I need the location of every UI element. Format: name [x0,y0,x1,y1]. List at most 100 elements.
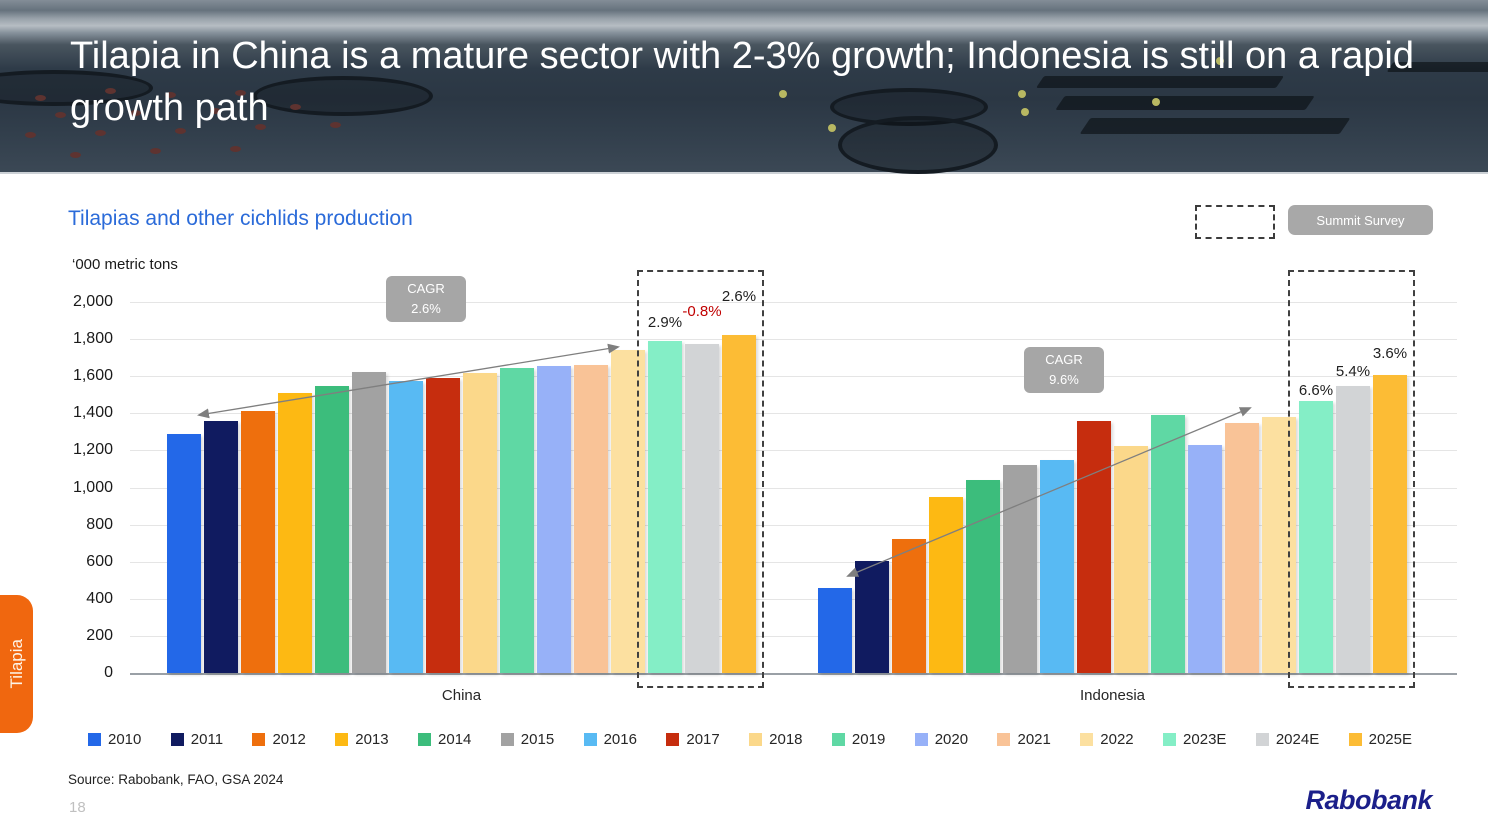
legend-item-2018: 2018 [749,731,803,748]
legend-label: 2022 [1100,731,1134,748]
gridline [130,339,1457,341]
estimate-legend-box [1195,205,1275,239]
bar-china-2020 [537,365,571,673]
estimate-dashed-box-china [637,270,764,688]
legend-item-2017: 2017 [666,731,720,748]
slide-title: Tilapia in China is a mature sector with… [70,35,1415,130]
bar-china-2016 [389,380,423,673]
rabobank-logo: Rabobank [1305,785,1432,815]
tab-tilapia[interactable]: Tilapia [0,595,33,733]
bar-indonesia-2022 [1262,417,1296,673]
legend-swatch [1255,733,1269,746]
legend-swatch [1163,733,1177,746]
gridline [130,487,1457,489]
summit-survey-button[interactable]: Summit Survey [1288,205,1433,235]
cagr-badge-indonesia: CAGR 9.6% [1024,347,1104,394]
growth-annotation-indonesia-2025E: 3.6% [1372,345,1408,363]
bar-china-2023E [648,340,682,673]
legend-label: 2021 [1017,731,1051,748]
legend-item-2012: 2012 [252,731,306,748]
y-axis-tick-label: 1,200 [72,441,113,459]
legend-item-2016: 2016 [583,731,637,748]
legend-swatch [1080,733,1094,746]
growth-annotation-china-2024E: -0.8% [682,302,722,320]
legend-swatch [170,733,184,746]
x-axis-line [130,673,1457,675]
gridline [130,598,1457,600]
legend-item-2024e: 2024E [1255,731,1320,748]
bar-indonesia-2021 [1225,422,1259,673]
fish-pen-icon [838,116,998,174]
gridline [130,450,1457,452]
bar-indonesia-2010 [818,587,852,673]
bar-indonesia-2012 [892,539,926,673]
chart-legend: 2010 2011 2012 2013 2014 2015 2016 2017 2018 2019… [88,731,1412,748]
legend-swatch [666,733,680,746]
legend-swatch [831,733,845,746]
x-axis-category-label: China [441,687,482,704]
y-axis-tick-label: 1,800 [72,330,113,348]
gridline [130,302,1457,303]
x-axis-category-label: Indonesia [1079,687,1146,704]
legend-label: 2014 [438,731,472,748]
gridline [130,376,1457,378]
bar-china-2021 [574,365,608,673]
legend-item-2014: 2014 [418,731,471,748]
legend-item-2025e: 2025E [1348,731,1412,748]
y-axis-tick-label: 0 [104,664,113,681]
legend-label: 2024E [1275,731,1320,748]
chart-unit-label: ‘000 metric tons [72,256,178,273]
bar-china-2025E [722,335,756,673]
chart-title: Tilapias and other cichlids production [68,207,413,230]
page-number: 18 [69,799,86,816]
y-axis-tick-label: 400 [86,589,113,607]
bar-china-2012 [241,410,275,673]
legend-swatch [914,733,928,746]
growth-annotation-indonesia-2023E: 6.6% [1298,381,1334,399]
legend-item-2013: 2013 [335,731,389,748]
bar-china-2014 [315,386,349,673]
legend-swatch [252,733,266,746]
cagr-badge-china: CAGR 2.6% [386,276,466,323]
bar-china-2010 [167,433,201,673]
legend-label: 2011 [190,731,224,748]
legend-item-2011: 2011 [170,731,224,748]
bar-indonesia-2014 [966,480,1000,673]
legend-swatch [749,733,763,746]
source-note: Source: Rabobank, FAO, GSA 2024 [68,772,284,787]
fish-pen-icon [253,76,433,116]
bar-china-2019 [500,367,534,673]
legend-item-2022: 2022 [1080,731,1134,748]
bar-indonesia-2013 [929,496,963,673]
bar-indonesia-2015 [1003,465,1037,673]
legend-swatch [583,733,597,746]
bar-indonesia-2019 [1151,415,1185,673]
legend-swatch [418,733,432,746]
legend-item-2019: 2019 [831,731,886,748]
bar-indonesia-2023E [1299,400,1333,673]
legend-swatch [88,733,101,746]
bar-indonesia-2024E [1336,385,1370,673]
y-axis-tick-label: 600 [86,552,113,570]
bar-indonesia-2025E [1373,375,1407,673]
legend-label: 2015 [520,731,555,748]
legend-label: 2010 [108,731,142,748]
legend-label: 2023E [1183,731,1227,748]
gridline [130,413,1457,415]
legend-item-2023e: 2023E [1163,731,1226,748]
bar-indonesia-2020 [1188,444,1222,673]
bar-china-2013 [278,392,312,673]
bar-indonesia-2011 [855,560,889,673]
legend-label: 2013 [355,731,389,748]
fish-pen-icon [0,70,153,106]
legend-item-2015: 2015 [500,731,555,748]
legend-item-2020: 2020 [914,731,969,748]
y-axis-tick-label: 200 [86,626,113,644]
legend-label: 2020 [934,731,969,748]
legend-label: 2025E [1368,731,1412,748]
legend-swatch [500,733,514,746]
y-axis-tick-label: 1,000 [72,478,113,496]
legend-label: 2019 [851,731,886,748]
header-photo: Tilapia in China is a mature sector with… [0,0,1488,174]
